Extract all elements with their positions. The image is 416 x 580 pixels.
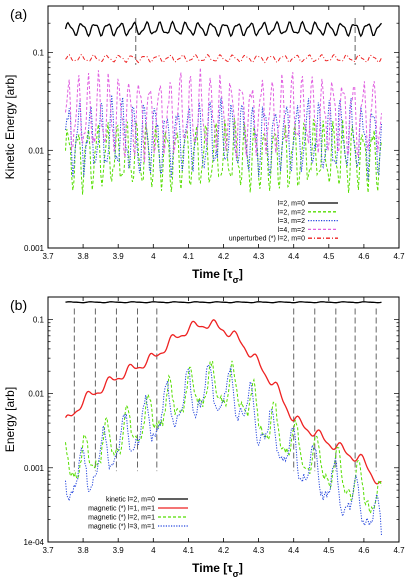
series-line-0 [64, 20, 383, 38]
plot-area [64, 301, 382, 536]
y-tick-label: 0.01 [28, 146, 44, 155]
series-line-2 [65, 94, 382, 181]
panel-1: 3.7 3.8 3.9 4 4.1 4.2 4.3 4.4 4.5 4.6 4.7 1e-04 0.00… [3, 296, 405, 579]
series-line-2 [65, 360, 382, 515]
x-tick-label: 4.2 [218, 546, 230, 555]
y-axis-title: Energy [arb] [3, 387, 17, 452]
legend: kinetic l=2, m=0 magnetic (*) l=1, m=1 mag… [88, 497, 188, 531]
legend: l=2, m=0l=2, m=2 l=3, m=2 l=4, m=2 unpertur… [229, 201, 338, 243]
x-tick-label: 4 [151, 252, 156, 261]
x-tick-label: 4.7 [393, 252, 405, 261]
x-tick-label: 3.9 [113, 546, 125, 555]
x-tick-label: 4.6 [358, 546, 370, 555]
x-tick-label: 3.8 [78, 252, 90, 261]
x-tick-label: 4.4 [288, 546, 300, 555]
x-tick-label: 4.1 [183, 546, 195, 555]
legend-label: magnetic (*) l=1, m=1 [88, 506, 155, 513]
legend-label: l=2, m=0 [278, 201, 305, 208]
legend-label: kinetic l=2, m=0 [106, 497, 155, 504]
x-tick-label: 3.8 [78, 546, 90, 555]
y-tick-label: 0.001 [24, 244, 45, 253]
x-tick-label: 4 [151, 546, 156, 555]
x-tick-label: 4.5 [323, 252, 335, 261]
legend-label: l=3, m=2 [278, 218, 305, 225]
plot-area [64, 18, 383, 195]
x-tick-label: 4.3 [253, 546, 265, 555]
x-axis-title: Time [τσ] [192, 561, 243, 579]
series-line-0 [65, 301, 382, 304]
x-tick-label: 4.4 [288, 252, 300, 261]
x-tick-label: 3.7 [42, 546, 54, 555]
panel-0: 3.7 3.8 3.9 4 4.1 4.2 4.3 4.4 4.5 4.6 4.7 0.001 0.01… [3, 5, 405, 285]
legend-label: magnetic (*) l=2, m=1 [88, 515, 155, 522]
x-tick-label: 3.7 [42, 252, 54, 261]
x-tick-label: 4.7 [393, 546, 405, 555]
legend-label: l=2, m=2 [278, 209, 305, 216]
x-tick-label: 4.1 [183, 252, 195, 261]
panel-label: (a) [10, 6, 27, 22]
x-axis-title: Time [τσ] [192, 267, 243, 285]
legend-label: unperturbed (*) l=2, m=0 [229, 236, 305, 243]
x-tick-label: 4.5 [323, 546, 335, 555]
x-tick-label: 4.3 [253, 252, 265, 261]
y-tick-label: 0.01 [28, 390, 44, 399]
series-line-3 [65, 67, 382, 163]
y-tick-label: 1e-04 [24, 538, 45, 547]
legend-label: magnetic (*) l=3, m=1 [88, 524, 155, 531]
x-tick-label: 4.2 [218, 252, 230, 261]
y-tick-label: 0.1 [33, 49, 45, 58]
panel-label: (b) [10, 297, 27, 313]
y-axis-title: Kinetic Energy [arb] [3, 75, 17, 180]
series-line-1 [65, 117, 382, 195]
x-tick-label: 4.6 [358, 252, 370, 261]
series-line-4 [65, 53, 382, 64]
series-line-1 [64, 319, 382, 485]
y-tick-label: 0.001 [24, 464, 45, 473]
legend-label: l=4, m=2 [278, 227, 305, 234]
y-tick-label: 0.1 [33, 315, 45, 324]
x-tick-label: 3.9 [113, 252, 125, 261]
series-line-3 [65, 364, 382, 536]
